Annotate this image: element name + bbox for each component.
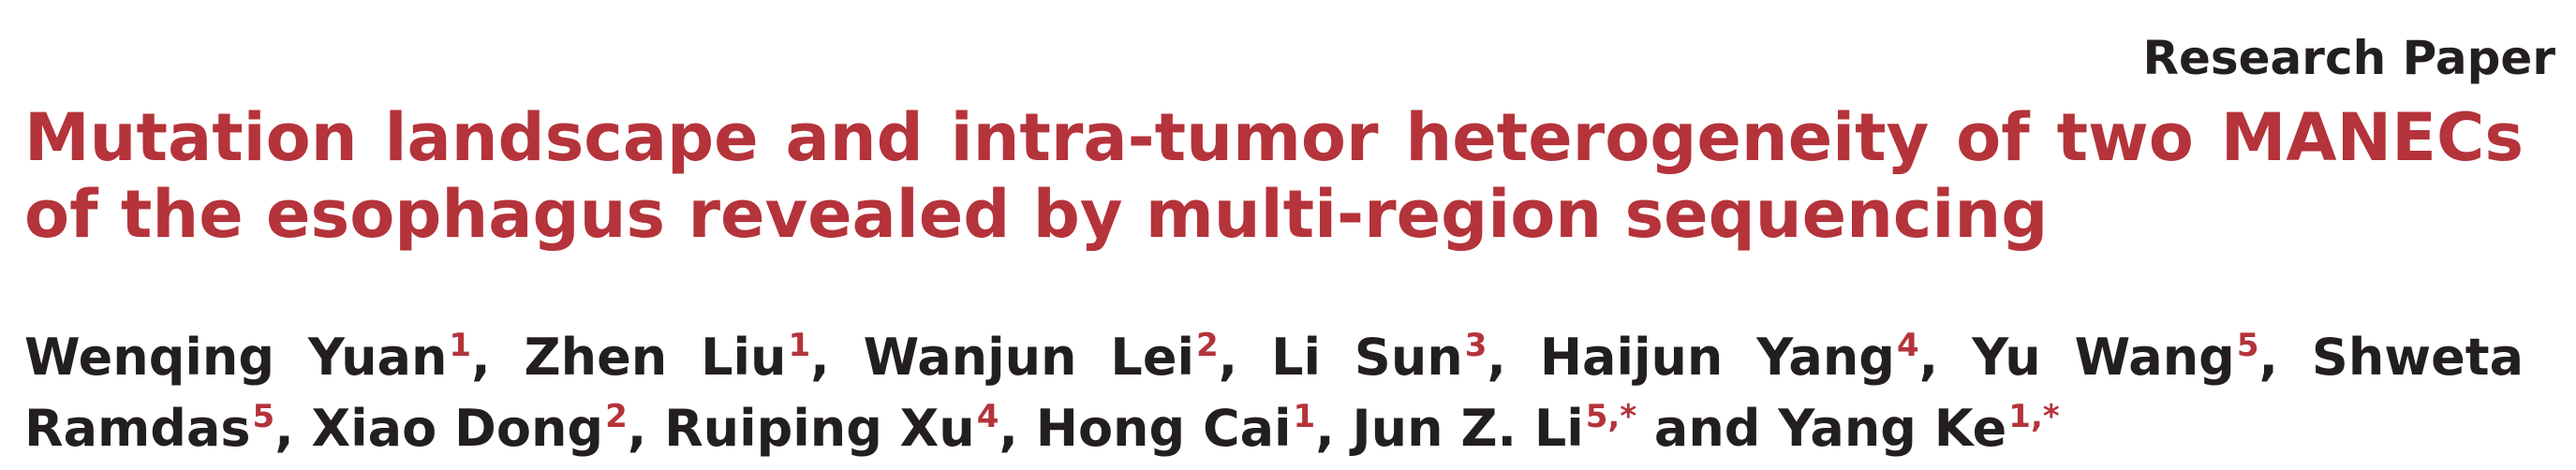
author-name: Wang5, bbox=[2074, 327, 2278, 387]
author: Wenqing Yuan1, bbox=[24, 328, 491, 387]
author-separator: , bbox=[2258, 328, 2278, 387]
affiliation-marker: 1 bbox=[788, 327, 811, 364]
author-separator: and bbox=[1636, 399, 1761, 458]
affiliation-marker: 1 bbox=[449, 327, 472, 364]
author-name: Ruiping bbox=[664, 399, 882, 458]
author-name: Lei2, bbox=[1110, 327, 1238, 387]
author-name: Yang4, bbox=[1756, 327, 1939, 387]
author: Yang Ke1,* bbox=[1778, 399, 2059, 458]
author: Haijun Yang4, bbox=[1540, 328, 1938, 387]
author-name: Xu4, bbox=[899, 398, 1018, 458]
affiliation-marker: 3 bbox=[1464, 327, 1488, 364]
author: Ruiping Xu4, bbox=[664, 399, 1018, 458]
author-separator: , bbox=[627, 399, 647, 458]
author-separator: , bbox=[999, 399, 1018, 458]
author: Hong Cai1, bbox=[1036, 399, 1335, 458]
author-separator: , bbox=[1218, 328, 1238, 387]
author-separator: , bbox=[1918, 328, 1939, 387]
affiliation-marker: 1,* bbox=[2008, 398, 2060, 435]
author-name: Cai1, bbox=[1202, 398, 1335, 458]
author: Yu Wang5, bbox=[1972, 328, 2278, 387]
paper-title: Mutation landscape and intra-tumor heter… bbox=[24, 99, 2524, 253]
author-name: Xiao bbox=[311, 399, 437, 458]
author: Jun Z. Li5,* and bbox=[1353, 399, 1761, 458]
author-name: Hong bbox=[1035, 399, 1186, 458]
author-name: Z. bbox=[1460, 399, 1517, 458]
author: Zhen Liu1, bbox=[525, 328, 830, 387]
author-separator: , bbox=[471, 328, 491, 387]
author-name: Li5,* and bbox=[1533, 398, 1761, 458]
author-name: Jun bbox=[1352, 399, 1443, 458]
author-separator: , bbox=[810, 328, 830, 387]
author: Shweta Ramdas5, bbox=[24, 328, 2524, 458]
author-separator: , bbox=[1315, 399, 1335, 458]
author-name: Sun3, bbox=[1354, 327, 1506, 387]
author-name: Ramdas5, bbox=[24, 398, 294, 458]
author-name: Li bbox=[1271, 328, 1321, 387]
author-separator: , bbox=[1487, 328, 1506, 387]
author-name: Wenqing bbox=[24, 328, 274, 387]
affiliation-marker: 2 bbox=[1195, 327, 1219, 364]
author-name: Yu bbox=[1972, 328, 2041, 387]
affiliation-marker: 5 bbox=[2236, 327, 2259, 364]
author-name: Haijun bbox=[1539, 328, 1724, 387]
affiliation-marker: 1 bbox=[1293, 398, 1316, 435]
author-name: Liu1, bbox=[701, 327, 830, 387]
author-list: Wenqing Yuan1, Zhen Liu1, Wanjun Lei2, L… bbox=[24, 322, 2524, 464]
author-name: Shweta bbox=[2311, 328, 2524, 387]
affiliation-marker: 5 bbox=[252, 398, 275, 435]
affiliation-marker: 2 bbox=[605, 398, 628, 435]
affiliation-marker: 4 bbox=[976, 398, 999, 435]
author-name: Dong2, bbox=[454, 398, 647, 458]
author: Wanjun Lei2, bbox=[864, 328, 1238, 387]
author-name: Ke1,* bbox=[1933, 398, 2060, 458]
author-name: Yuan1, bbox=[307, 327, 491, 387]
author: Li Sun3, bbox=[1271, 328, 1506, 387]
author-separator: , bbox=[274, 399, 294, 458]
affiliation-marker: 4 bbox=[1896, 327, 1919, 364]
author-name: Zhen bbox=[524, 328, 668, 387]
author-name: Yang bbox=[1778, 399, 1917, 458]
section-label: Research Paper bbox=[2142, 31, 2555, 85]
author-name: Wanjun bbox=[863, 328, 1077, 387]
affiliation-marker: 5,* bbox=[1585, 398, 1637, 435]
author: Xiao Dong2, bbox=[312, 399, 647, 458]
